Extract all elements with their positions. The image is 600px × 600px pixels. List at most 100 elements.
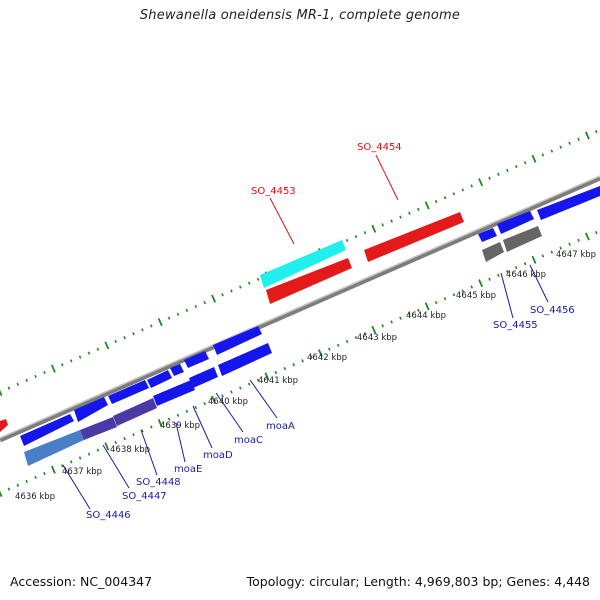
minor-tick [167,417,171,421]
minor-tick [390,320,393,324]
coordinate-labels: 4636 kbp 4637 kbp 4638 kbp 4639 kbp 4640… [15,250,596,502]
major-tick [104,341,110,350]
major-tick [211,395,217,404]
minor-tick [390,219,393,223]
minor-tick [221,394,224,398]
minor-tick [87,452,91,456]
minor-tick [550,250,554,254]
accession-text: Accession: NC_004347 [10,574,153,589]
minor-tick [185,308,189,312]
minor-tick [363,332,367,336]
minor-tick [497,172,500,176]
minor-tick [194,405,198,410]
minor-tick [399,316,402,320]
gene-label-SO_4446: SO_4446 [86,510,131,521]
minor-tick [203,301,206,305]
gene-label-moaE: moaE [174,464,202,475]
reverse-genes [24,212,542,466]
gene-label-SO_4447: SO_4447 [122,491,167,502]
kbp-label: 4645 kbp [456,291,496,301]
minor-tick [328,347,331,351]
backbone [0,175,600,443]
minor-tick [381,324,384,328]
minor-tick [123,335,126,340]
minor-tick [176,312,180,316]
kbp-label: 4636 kbp [15,492,55,502]
gene-label-SO_4453: SO_4453 [251,186,296,197]
minor-tick [167,316,171,320]
minor-tick [452,293,456,297]
gene-fwd-1 [20,414,74,446]
minor-tick [452,192,456,196]
minor-tick [78,355,82,359]
minor-tick [256,277,260,281]
minor-tick [443,196,447,200]
gene-label-moaD: moaD [203,450,233,461]
kbp-label: 4640 kbp [208,397,248,407]
minor-tick [568,242,571,246]
gene-grey-1 [482,242,504,262]
gene-label-SO_4455: SO_4455 [493,320,538,331]
minor-tick [497,273,500,277]
minor-tick [256,378,260,382]
minor-tick [34,475,37,480]
major-tick [50,364,56,373]
minor-tick [336,343,340,347]
minor-tick [434,199,438,204]
minor-tick [345,339,349,344]
major-tick [584,232,590,241]
minor-tick [381,223,384,227]
leader-lines [62,154,549,510]
minor-tick [283,367,287,371]
major-tick [0,389,3,397]
major-tick [531,154,537,163]
minor-tick [514,265,518,270]
minor-tick [541,254,545,258]
major-tick [584,131,590,140]
major-tick [531,255,537,264]
major-tick [157,318,163,327]
gene-fwd-5 [170,364,184,376]
minor-tick [461,188,465,192]
gene-fwd-9 [537,186,600,220]
minor-tick [301,359,304,363]
minor-tick [87,351,91,355]
minor-tick [69,460,73,464]
major-tick [317,349,323,358]
major-tick [478,279,484,288]
minor-tick [417,308,420,312]
minor-tick [141,429,144,433]
minor-tick [274,370,278,375]
gene-fwd-6 [184,351,209,368]
minor-tick [78,456,82,460]
minor-tick [230,390,233,394]
major-tick [50,465,56,474]
minor-tick [595,231,598,235]
kbp-label: 4642 kbp [307,353,347,363]
gene-fwd-8 [497,211,534,234]
major-tick [104,442,110,451]
gene-fwd-3 [108,380,149,404]
major-tick [424,302,430,311]
minor-tick [541,153,545,157]
minor-tick [7,386,11,390]
minor-tick [470,184,473,188]
minor-tick [239,386,242,390]
gene-rev-2 [80,417,117,440]
gene-rev-7 [478,228,497,242]
forward-genes [0,186,600,446]
minor-tick [25,479,28,483]
minor-tick [150,324,153,328]
minor-tick [310,355,313,359]
gene-label-SO_4448: SO_4448 [136,477,181,488]
minor-tick [247,281,251,285]
minor-tick [568,141,571,145]
gene-rev-1 [24,430,84,466]
gene-label-moaC: moaC [234,435,263,446]
minor-tick [559,145,562,149]
minor-tick [7,487,11,491]
kbp-label: 4647 kbp [556,250,596,260]
minor-tick [443,297,447,301]
minor-tick [577,137,580,141]
minor-tick [292,363,295,367]
